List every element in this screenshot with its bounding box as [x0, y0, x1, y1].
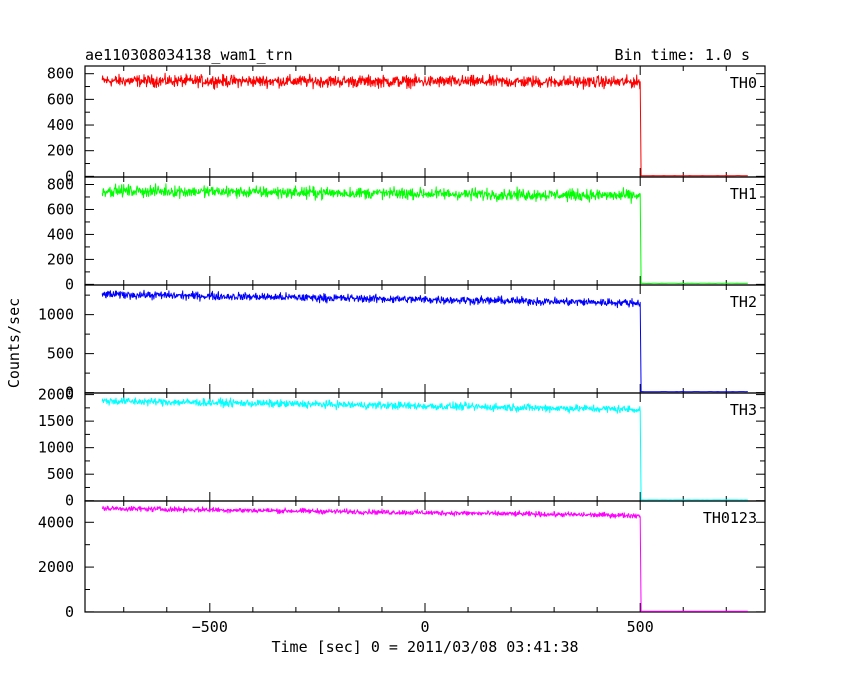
series-line-th2: [101, 289, 748, 393]
x-tick-label: 500: [627, 618, 654, 636]
y-tick-label: 200: [47, 142, 74, 160]
x-tick-label: −500: [192, 618, 228, 636]
channel-label-th0123: TH0123: [703, 509, 757, 527]
y-tick-label: 800: [47, 175, 74, 193]
y-tick-label: 0: [65, 384, 74, 402]
y-tick-label: 1000: [38, 439, 74, 457]
y-tick-label: 0: [65, 492, 74, 510]
series-line-th1: [101, 183, 748, 284]
panel-frame-th0123: [84, 500, 766, 613]
y-tick-label: 2000: [38, 386, 74, 404]
y-tick-label: 0: [65, 275, 74, 293]
panel-frame-th3: [84, 392, 766, 502]
panel-frame-th0: [84, 65, 766, 178]
y-tick-label: 0: [65, 603, 74, 621]
y-tick-label: 500: [47, 345, 74, 363]
y-tick-label: 500: [47, 465, 74, 483]
y-tick-label: 400: [47, 116, 74, 134]
x-tick-label: 0: [420, 618, 429, 636]
y-tick-label: 2000: [38, 558, 74, 576]
y-tick-label: 1000: [38, 306, 74, 324]
series-line-th0: [101, 72, 748, 177]
bin-time-label: Bin time: 1.0 s: [614, 46, 750, 64]
y-tick-label: 0: [65, 167, 74, 185]
channel-label-th3: TH3: [730, 401, 757, 419]
channel-label-th1: TH1: [730, 185, 757, 203]
series-line-th3: [101, 397, 748, 501]
y-tick-label: 200: [47, 250, 74, 268]
channel-label-th2: TH2: [730, 293, 757, 311]
y-tick-label: 400: [47, 225, 74, 243]
y-tick-label: 1500: [38, 412, 74, 430]
series-line-th0123: [101, 505, 748, 612]
y-tick-label: 600: [47, 200, 74, 218]
channel-label-th0: TH0: [730, 74, 757, 92]
y-tick-label: 800: [47, 65, 74, 83]
chart-title: ae110308034138_wam1_trn: [85, 46, 293, 64]
y-tick-label: 600: [47, 90, 74, 108]
x-axis-label: Time [sec] 0 = 2011/03/08 03:41:38: [271, 638, 579, 656]
y-tick-label: 4000: [38, 513, 74, 531]
